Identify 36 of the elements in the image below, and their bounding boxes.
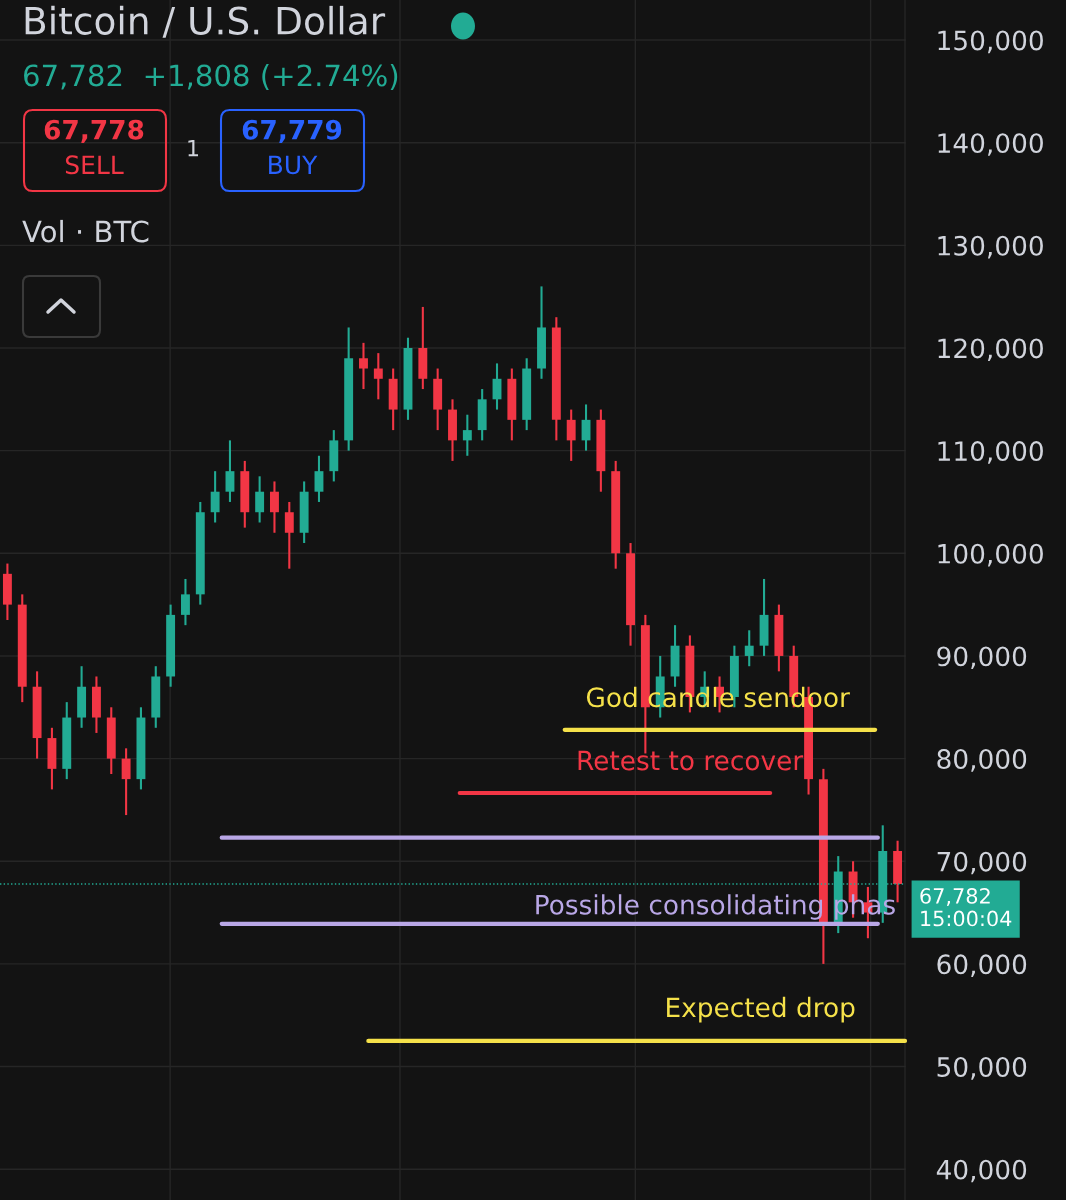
y-tick-label: 50,000 (937, 1056, 1027, 1080)
y-tick-label: 80,000 (937, 749, 1027, 772)
annotation: SELL (65, 155, 124, 175)
y-tick-label: 140,000 (938, 133, 1043, 156)
ref-line-label: Retest to recover (578, 750, 804, 771)
candlestick (255, 475, 265, 524)
annotation: BUY (269, 155, 318, 175)
y-tick-label: 120,000 (938, 338, 1043, 362)
candlestick (270, 480, 279, 534)
candlestick (359, 341, 368, 391)
y-tick-label: 150,000 (938, 30, 1043, 54)
candlestick (314, 454, 324, 504)
annotation: 67,779 (242, 119, 342, 144)
y-tick-label: 70,000 (937, 851, 1027, 875)
annotation: 1 (188, 139, 199, 157)
chart-title: Bitcoin / U.S. Dollar (25, 5, 386, 38)
y-tick-label: 110,000 (938, 441, 1043, 464)
y-tick-label: 100,000 (938, 543, 1043, 567)
y-tick-label: 90,000 (937, 646, 1027, 670)
ref-line-label: 67,782 15:00:04 (920, 888, 1012, 927)
text: 67,782 +1,808 (+2.74%) (24, 63, 398, 90)
candlestick (373, 352, 383, 401)
candlestick (121, 747, 131, 817)
y-tick-label: 40,000 (936, 1159, 1027, 1183)
y-tick-label: 130,000 (938, 235, 1043, 259)
annotation: 67,778 (44, 119, 144, 144)
candlestick (210, 470, 220, 524)
candlestick (225, 439, 235, 504)
candlestick (462, 413, 472, 457)
candlestick (566, 408, 576, 462)
annotation: Vol · BTC (22, 219, 149, 243)
ref-line-label: Expected drop (667, 996, 855, 1023)
candlestick (744, 629, 754, 668)
candlestick (284, 500, 294, 570)
y-tick-label: 60,000 (937, 954, 1027, 977)
candlestick (181, 577, 190, 627)
